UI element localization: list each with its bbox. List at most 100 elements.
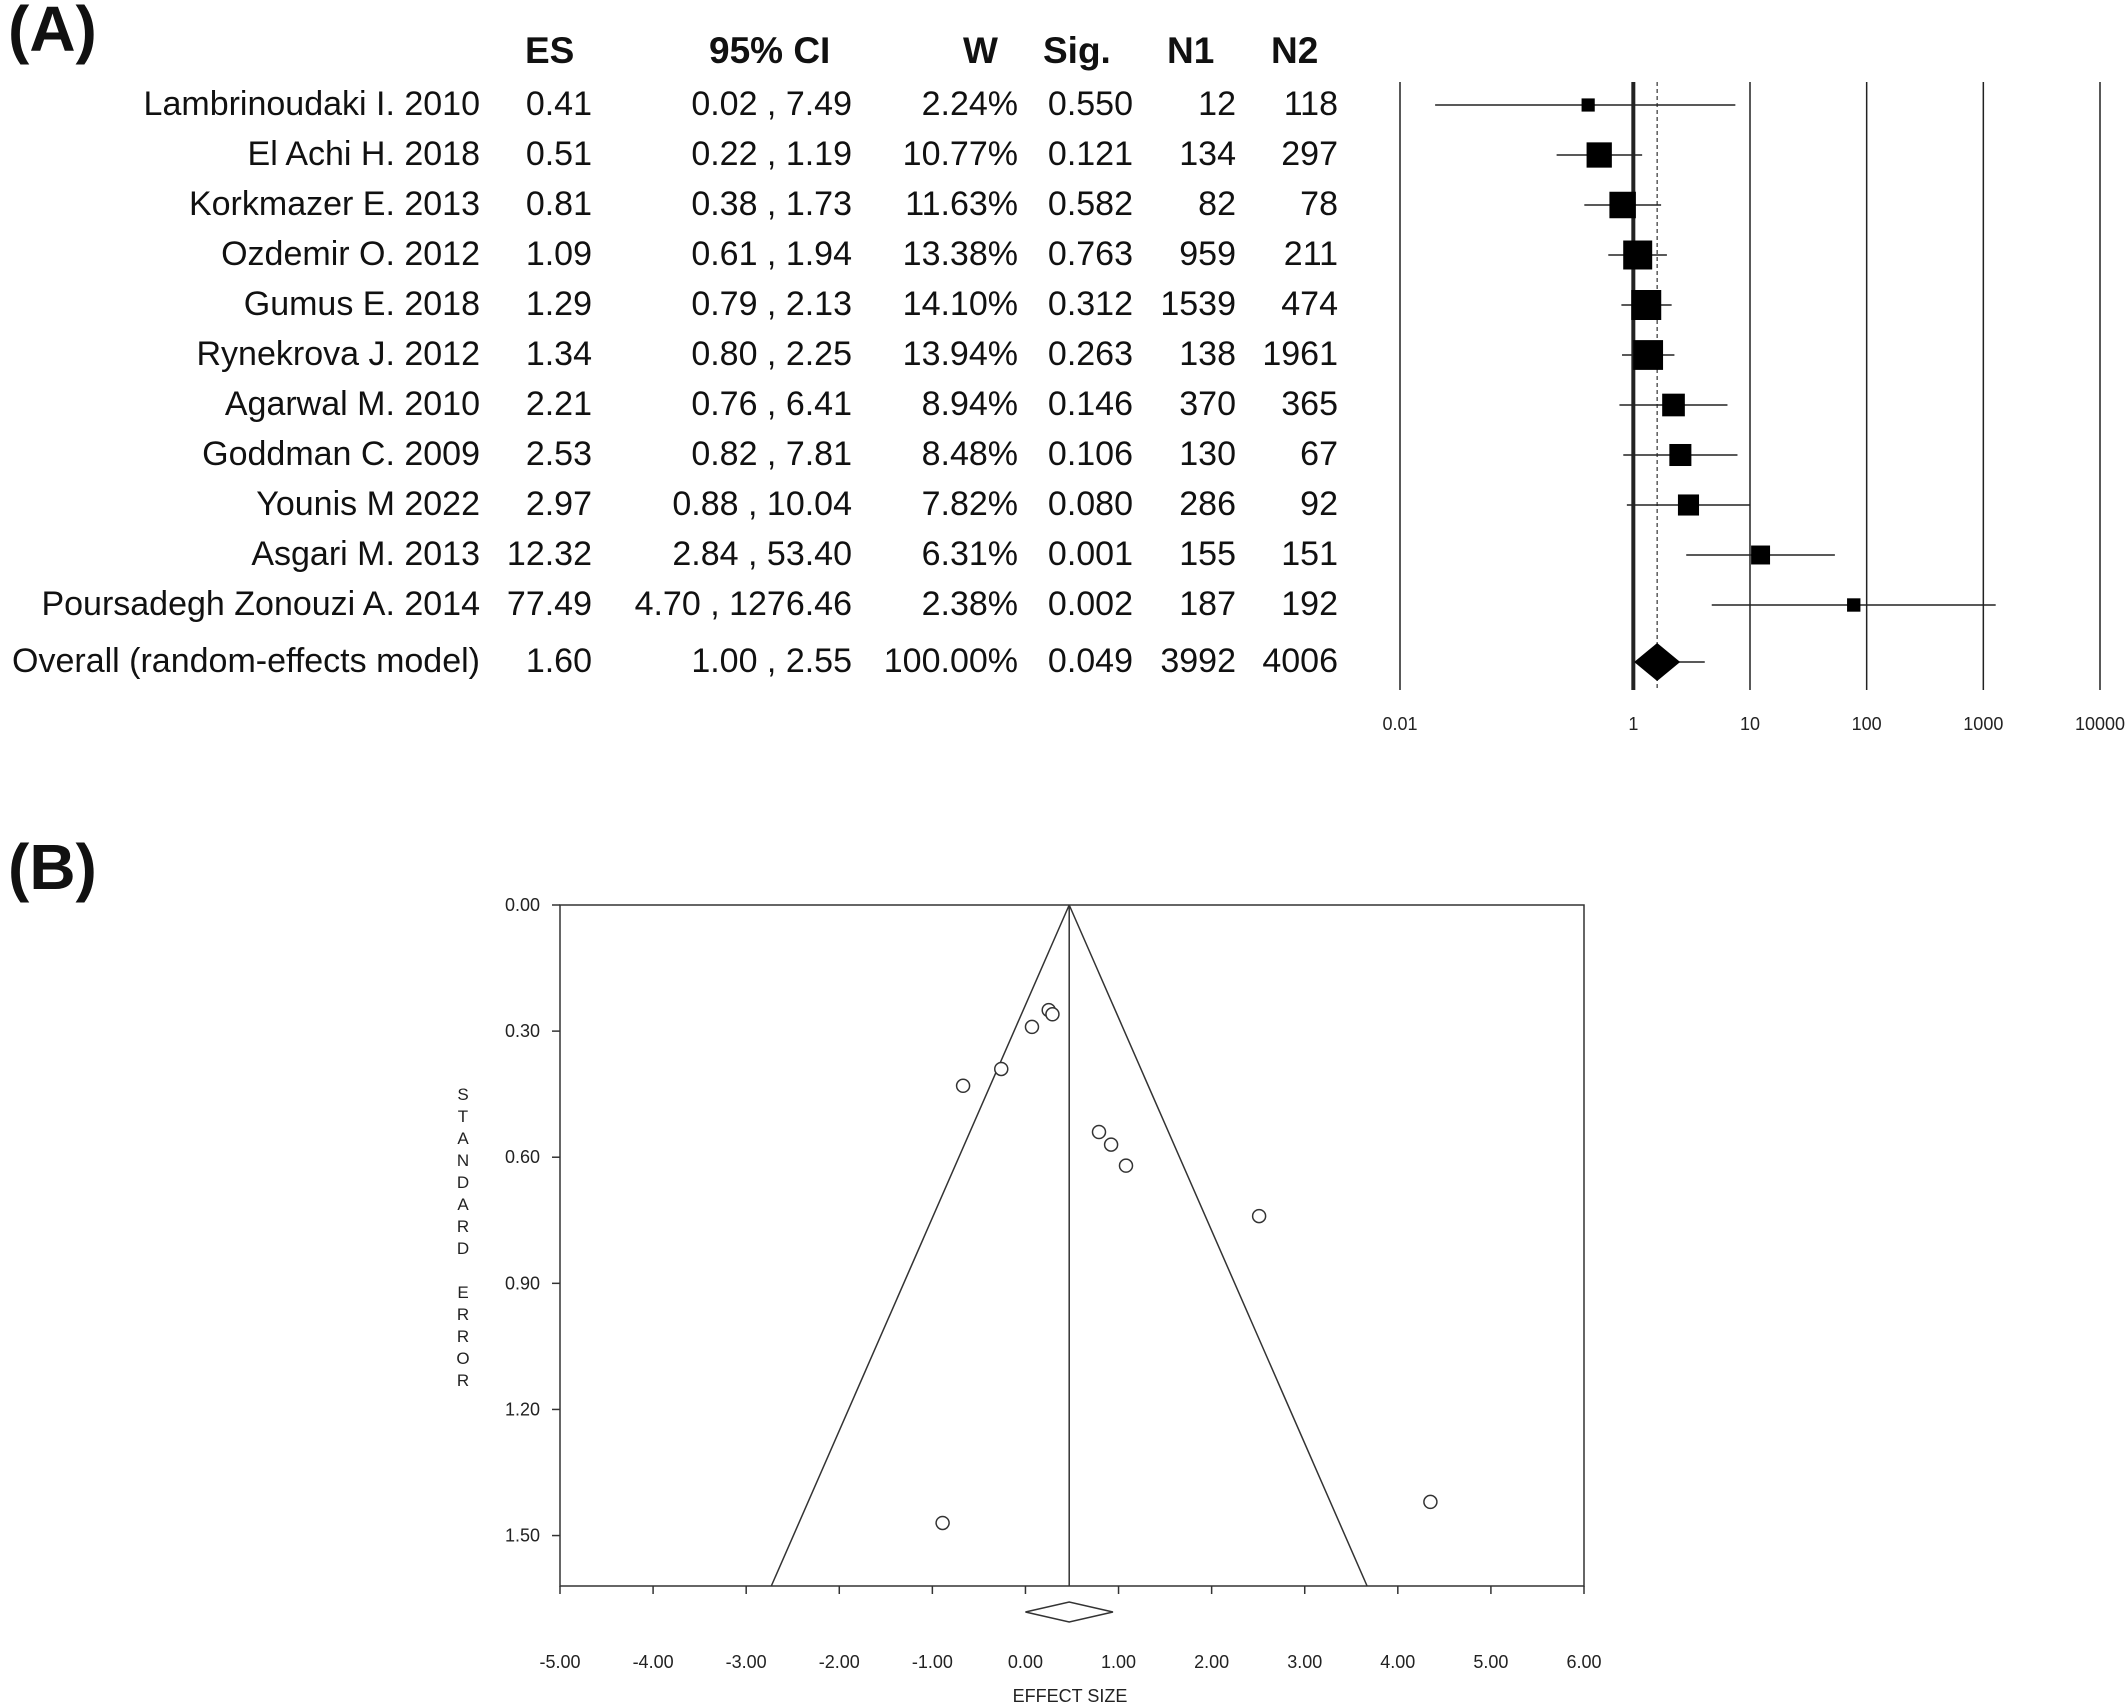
weight-value: 8.94%	[921, 385, 1018, 423]
sig-value: 0.121	[1047, 135, 1133, 173]
n1-value: 370	[1179, 385, 1236, 423]
weight-value: 13.94%	[902, 335, 1018, 373]
es-value: 0.51	[525, 135, 592, 173]
y-tick-label: 0.90	[505, 1273, 540, 1293]
header-sig: Sig.	[1043, 30, 1111, 71]
y-axis-label-char: R	[457, 1217, 469, 1236]
study-square	[1623, 240, 1653, 270]
n1-value: 130	[1179, 435, 1236, 473]
funnel-left-line	[770, 904, 1070, 1587]
weight-value: 13.38%	[902, 235, 1018, 273]
x-tick-label: 0.01	[1382, 714, 1417, 734]
n2-value: 4006	[1262, 642, 1338, 680]
y-axis-label-char: T	[458, 1107, 468, 1126]
n1-value: 134	[1179, 135, 1236, 173]
n2-value: 92	[1300, 485, 1338, 523]
ci-value: 0.38 , 1.73	[691, 185, 852, 223]
panel-b-label: (B)	[8, 831, 97, 903]
ci-value: 4.70 , 1276.46	[634, 585, 852, 623]
y-tick-label: 1.20	[505, 1399, 540, 1419]
n1-value: 3992	[1160, 642, 1236, 680]
n1-value: 959	[1179, 235, 1236, 273]
n1-value: 138	[1179, 335, 1236, 373]
funnel-right-line	[1068, 904, 1368, 1587]
x-tick-label: 1000	[1963, 714, 2003, 734]
panel-a: (A) ES 95% CI W Sig. N1 N2 Lambrinoudaki…	[0, 0, 2128, 760]
x-tick-label: -2.00	[819, 1652, 860, 1672]
y-axis-label-char: A	[457, 1195, 469, 1214]
n1-value: 187	[1179, 585, 1236, 623]
x-tick-label: -4.00	[633, 1652, 674, 1672]
study-name: Rynekrova J. 2012	[196, 335, 481, 373]
ci-value: 1.00 , 2.55	[691, 642, 852, 680]
data-point	[1423, 1494, 1438, 1510]
sig-value: 0.146	[1047, 385, 1133, 423]
forest-plot: 0.01 1 10 100 1000 10000	[1382, 82, 2125, 734]
x-tick-label: 2.00	[1194, 1652, 1229, 1672]
n2-value: 1961	[1262, 335, 1338, 373]
y-tick-label: 0.60	[505, 1147, 540, 1167]
n2-value: 78	[1300, 185, 1338, 223]
y-axis-label-char: E	[457, 1283, 468, 1302]
study-square	[1609, 191, 1636, 219]
study-square	[1677, 494, 1700, 516]
x-tick-label: 10	[1740, 714, 1760, 734]
data-point	[1024, 1019, 1040, 1035]
y-axis-label-char: D	[457, 1173, 469, 1192]
es-value: 1.29	[525, 285, 592, 323]
plot-frame	[559, 904, 1585, 1587]
y-axis-label-char: D	[457, 1239, 469, 1258]
weight-value: 10.77%	[902, 135, 1018, 173]
study-square	[1662, 393, 1685, 417]
panel-a-label: (A)	[8, 0, 97, 65]
weight-value: 7.82%	[921, 485, 1018, 523]
data-point	[955, 1078, 971, 1094]
study-name: Ozdemir O. 2012	[221, 235, 480, 273]
n2-value: 151	[1281, 535, 1338, 573]
n1-value: 1539	[1160, 285, 1236, 323]
x-tick-label: 10000	[2075, 714, 2125, 734]
x-tick-label: -3.00	[726, 1652, 767, 1672]
study-name: Korkmazer E. 2013	[188, 185, 480, 223]
sig-value: 0.763	[1047, 235, 1133, 273]
y-tick-label: 1.50	[505, 1526, 540, 1546]
n2-value: 365	[1281, 385, 1338, 423]
sig-value: 0.080	[1047, 485, 1133, 523]
sig-value: 0.263	[1047, 335, 1133, 373]
y-tick-label: 0.30	[505, 1021, 540, 1041]
weight-value: 2.24%	[921, 85, 1018, 123]
es-value: 1.09	[525, 235, 592, 273]
header-es: ES	[525, 30, 575, 71]
weight-value: 8.48%	[921, 435, 1018, 473]
study-name: Agarwal M. 2010	[224, 385, 480, 423]
data-point	[1045, 1007, 1060, 1022]
n1-value: 82	[1198, 185, 1236, 223]
y-axis-label-char: R	[457, 1371, 469, 1390]
n2-value: 297	[1281, 135, 1338, 173]
study-square	[1669, 443, 1692, 467]
n2-value: 67	[1300, 435, 1338, 473]
header-n2: N2	[1271, 30, 1319, 71]
x-axis-label: EFFECT SIZE	[1013, 1686, 1128, 1704]
ci-value: 0.80 , 2.25	[691, 335, 852, 373]
y-axis-label-char: A	[457, 1129, 469, 1148]
x-tick-label: 1	[1628, 714, 1638, 734]
study-square	[1751, 545, 1771, 565]
x-tick-label: 100	[1852, 714, 1882, 734]
study-name: Poursadegh Zonouzi A. 2014	[41, 585, 480, 623]
weight-value: 2.38%	[921, 585, 1018, 623]
study-name: Lambrinoudaki I. 2010	[143, 85, 480, 123]
sig-value: 0.001	[1047, 535, 1133, 573]
sig-value: 0.049	[1047, 642, 1133, 680]
es-value: 2.53	[525, 435, 592, 473]
y-tick-label: 0.00	[505, 895, 540, 915]
weight-value: 6.31%	[921, 535, 1018, 573]
n1-value: 12	[1198, 85, 1236, 123]
n1-value: 155	[1179, 535, 1236, 573]
y-axis-label-char: R	[457, 1327, 469, 1346]
study-square	[1586, 142, 1612, 168]
es-value: 0.41	[525, 85, 592, 123]
es-value: 77.49	[506, 585, 592, 623]
ci-value: 0.88 , 10.04	[672, 485, 852, 523]
header-n1: N1	[1167, 30, 1215, 71]
